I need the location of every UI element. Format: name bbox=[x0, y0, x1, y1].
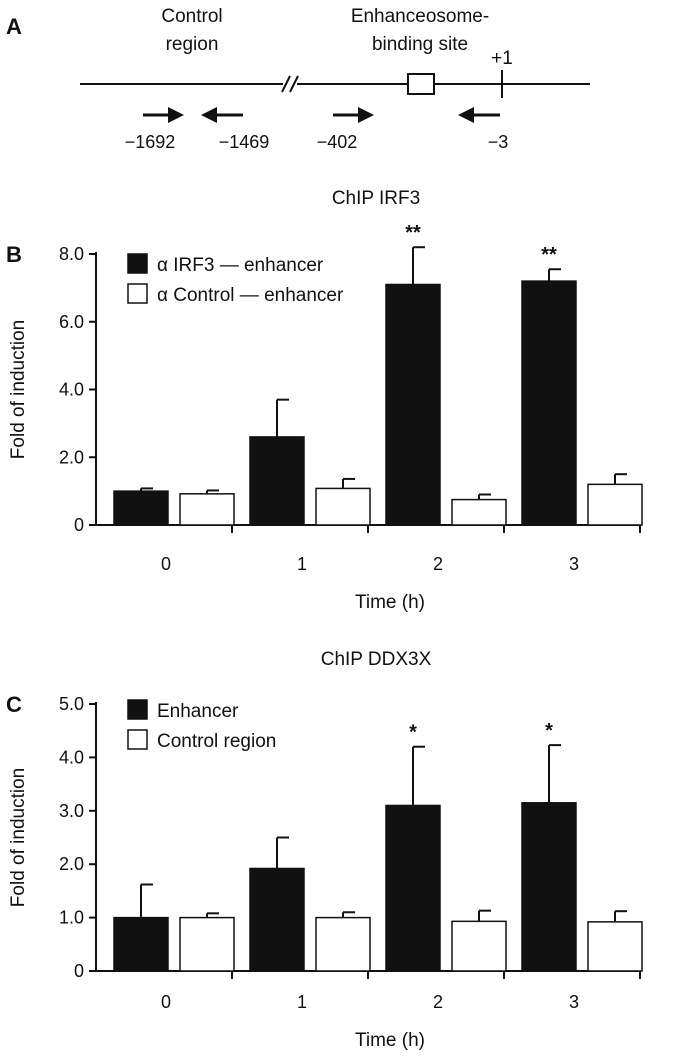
chart-title: ChIP DDX3X bbox=[321, 649, 432, 670]
chart-irf3: ChIP IRF3 0 2.0 4.0 6.0 8.0 Fold of induction 0… bbox=[8, 188, 643, 613]
control-region-label-line1: Control bbox=[161, 6, 222, 27]
y-tick-label: 4.0 bbox=[59, 747, 84, 767]
bar-series-2 bbox=[179, 916, 235, 972]
bar-series-2 bbox=[587, 921, 643, 972]
x-tick-label: 1 bbox=[297, 554, 307, 574]
chart-title: ChIP IRF3 bbox=[332, 188, 420, 209]
y-tick-label: 0 bbox=[74, 961, 84, 981]
significance-marker: ** bbox=[405, 222, 421, 244]
control-region-label-line2: region bbox=[166, 34, 219, 55]
significance-marker: * bbox=[409, 722, 417, 744]
bar-series-2 bbox=[587, 483, 643, 526]
legend-swatch bbox=[127, 699, 148, 720]
significance-marker: * bbox=[545, 720, 553, 742]
legend-label: Control region bbox=[157, 731, 276, 752]
primer-position-2: −1469 bbox=[219, 132, 270, 152]
legend-swatch bbox=[127, 729, 148, 750]
x-axis-label: Time (h) bbox=[355, 592, 425, 613]
panel-a: A Control region Enhanceosome- binding s… bbox=[6, 6, 590, 152]
enhanceosome-label-line2: binding site bbox=[372, 34, 468, 55]
legend-swatch bbox=[127, 253, 148, 274]
panel-letter-b: B bbox=[6, 242, 22, 267]
chart-ddx3x: ChIP DDX3X 0 1.0 2.0 3.0 4.0 5.0 Fold of induct… bbox=[8, 649, 643, 1051]
primer-arrow-3 bbox=[333, 107, 374, 123]
significance-marker: ** bbox=[541, 244, 557, 266]
bar-series-1 bbox=[521, 280, 577, 526]
x-tick-label: 3 bbox=[569, 554, 579, 574]
bar-series-2 bbox=[451, 498, 507, 526]
y-axis-label: Fold of induction bbox=[8, 768, 29, 907]
enhanceosome-label-line1: Enhanceosome- bbox=[351, 6, 489, 27]
bar-series-2 bbox=[315, 487, 371, 526]
y-tick-label: 3.0 bbox=[59, 801, 84, 821]
x-axis-label: Time (h) bbox=[355, 1030, 425, 1051]
primer-position-1: −1692 bbox=[125, 132, 176, 152]
primer-position-4: −3 bbox=[488, 132, 509, 152]
bar-series-1 bbox=[385, 283, 441, 526]
primer-arrow-2 bbox=[201, 107, 243, 123]
bar-series-1 bbox=[385, 804, 441, 972]
y-tick-label: 0 bbox=[74, 515, 84, 535]
bar-series-1 bbox=[249, 436, 305, 526]
legend-label: α IRF3 — enhancer bbox=[157, 255, 324, 276]
panel-letter-c: C bbox=[6, 692, 22, 717]
x-tick-label: 0 bbox=[161, 554, 171, 574]
x-tick-label: 2 bbox=[433, 554, 443, 574]
y-tick-label: 2.0 bbox=[59, 447, 84, 467]
x-tick-label: 3 bbox=[569, 992, 579, 1012]
y-tick-label: 5.0 bbox=[59, 694, 84, 714]
legend-label: Enhancer bbox=[157, 701, 239, 722]
tss-label: +1 bbox=[491, 48, 513, 69]
legend-swatch bbox=[127, 283, 148, 304]
bar-series-1 bbox=[113, 490, 169, 526]
y-tick-label: 2.0 bbox=[59, 854, 84, 874]
legend-label: α Control — enhancer bbox=[157, 285, 344, 306]
bar-series-1 bbox=[113, 916, 169, 972]
enhanceosome-site-box bbox=[407, 73, 435, 95]
primer-position-3: −402 bbox=[317, 132, 358, 152]
primer-arrow-4 bbox=[458, 107, 500, 123]
bar-series-2 bbox=[451, 920, 507, 972]
y-axis-label: Fold of induction bbox=[8, 320, 29, 459]
x-tick-label: 1 bbox=[297, 992, 307, 1012]
y-tick-label: 4.0 bbox=[59, 380, 84, 400]
bar-series-2 bbox=[179, 493, 235, 526]
x-tick-label: 0 bbox=[161, 992, 171, 1012]
x-tick-label: 2 bbox=[433, 992, 443, 1012]
break-mark bbox=[281, 75, 299, 93]
primer-arrow-1 bbox=[143, 107, 184, 123]
y-tick-label: 8.0 bbox=[59, 244, 84, 264]
bar-series-1 bbox=[521, 802, 577, 972]
bar-series-1 bbox=[249, 867, 305, 972]
bar-series-2 bbox=[315, 916, 371, 972]
panel-letter-a: A bbox=[6, 14, 22, 39]
y-tick-label: 6.0 bbox=[59, 312, 84, 332]
y-tick-label: 1.0 bbox=[59, 908, 84, 928]
